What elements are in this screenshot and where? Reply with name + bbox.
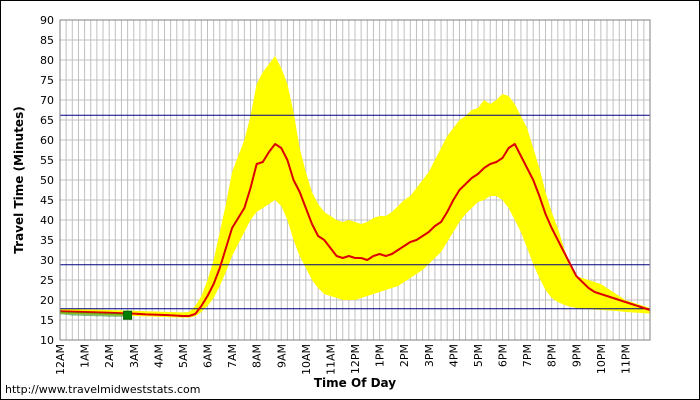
- x-tick-label: 2AM: [103, 344, 116, 368]
- y-tick-label: 15: [40, 314, 54, 327]
- x-tick-label: 9PM: [570, 344, 583, 367]
- y-axis-title: Travel Time (Minutes): [12, 106, 26, 253]
- current-travel-marker: [123, 310, 133, 320]
- y-tick-label: 10: [40, 334, 54, 347]
- x-tick-label: 12PM: [349, 344, 362, 374]
- y-tick-label: 75: [40, 74, 54, 87]
- y-tick-label: 45: [40, 194, 54, 207]
- x-tick-label: 6PM: [497, 344, 510, 367]
- x-tick-label: 5AM: [177, 344, 190, 368]
- x-tick-label: 10PM: [595, 344, 608, 374]
- y-tick-label: 25: [40, 274, 54, 287]
- y-tick-label: 30: [40, 254, 54, 267]
- y-tick-label: 70: [40, 94, 54, 107]
- x-tick-label: 1PM: [374, 344, 387, 367]
- y-tick-labels: 10 15 20 25 30 35 40 45 50 55 60 65 70 75 80 85 90: [40, 14, 54, 347]
- x-tick-labels: 12AM 1AM 2AM 3AM 4AM 5AM 6AM 7AM 8AM 9AM 10AM 11AM 1…: [54, 344, 632, 375]
- x-tick-label: 11PM: [619, 344, 632, 374]
- reference-lines: [60, 114, 650, 310]
- plot-area-border: [59, 19, 651, 341]
- x-tick-label: 11AM: [324, 344, 337, 375]
- x-tick-label: 7AM: [226, 344, 239, 368]
- current-travel-band: [60, 311, 128, 317]
- x-tick-label: 5PM: [472, 344, 485, 367]
- x-tick-label: 3PM: [423, 344, 436, 367]
- y-tick-label: 60: [40, 134, 54, 147]
- x-tick-label: 1AM: [79, 344, 92, 368]
- x-tick-label: 9AM: [275, 344, 288, 368]
- x-tick-label: 10AM: [300, 344, 313, 375]
- axes: [59, 19, 651, 341]
- y-tick-label: 80: [40, 54, 54, 67]
- y-tick-label: 50: [40, 174, 54, 187]
- x-tick-label: 6AM: [202, 344, 215, 368]
- y-tick-label: 90: [40, 14, 54, 27]
- x-tick-label: 8PM: [546, 344, 559, 367]
- x-tick-label: 8AM: [251, 344, 264, 368]
- range-band-area: [60, 56, 650, 318]
- current-travel-layer: [60, 310, 133, 320]
- y-tick-label: 55: [40, 154, 54, 167]
- x-axis-title: Time Of Day: [314, 376, 396, 390]
- y-tick-label: 40: [40, 214, 54, 227]
- x-tick-label: 12AM: [54, 344, 67, 375]
- x-tick-label: 3AM: [128, 344, 141, 368]
- y-tick-label: 20: [40, 294, 54, 307]
- x-tick-label: 2PM: [398, 344, 411, 367]
- source-url: http://www.travelmidweststats.com: [5, 383, 200, 396]
- x-tick-label: 4AM: [152, 344, 165, 368]
- median-travel-time-line: [59, 143, 651, 317]
- y-tick-label: 85: [40, 34, 54, 47]
- y-tick-label: 35: [40, 234, 54, 247]
- x-tick-label: 4PM: [447, 344, 460, 367]
- x-tick-label: 7PM: [521, 344, 534, 367]
- y-tick-label: 65: [40, 114, 54, 127]
- median-line-layer: [59, 143, 651, 317]
- range-band: [60, 56, 650, 318]
